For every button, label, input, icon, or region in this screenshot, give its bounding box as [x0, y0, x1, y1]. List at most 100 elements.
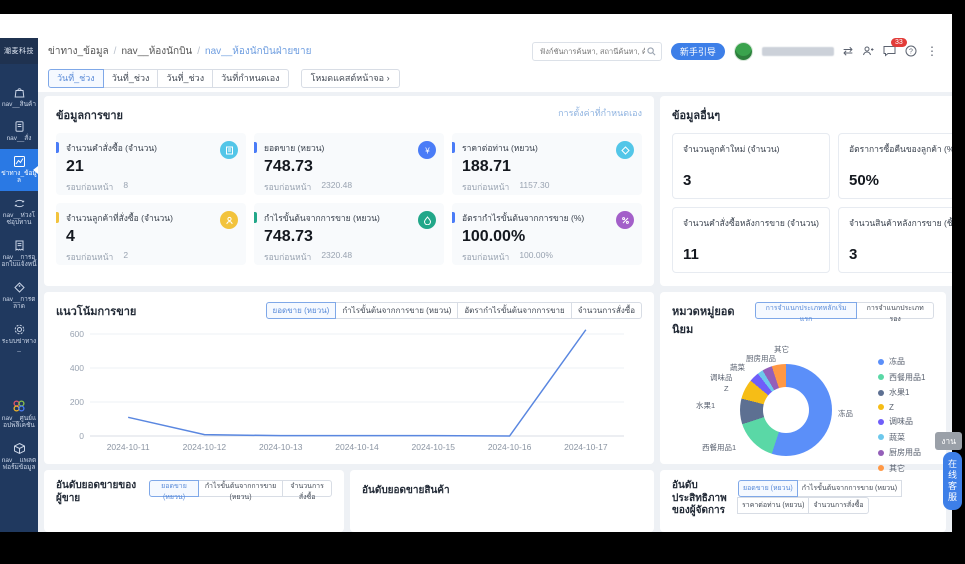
manager-rank-tab[interactable]: ราคาต่อท่าน (หยวน)	[737, 497, 809, 514]
manager-ranking-title: อันดับประสิทธิภาพของผู้จัดการ	[672, 480, 730, 518]
sidebar-item-label: nav__สั่ง	[7, 135, 32, 142]
more-options-icon[interactable]: ⋮	[926, 45, 938, 57]
trend-tab[interactable]: กำไรขั้นต้นจากการขาย (หยวน)	[335, 302, 458, 319]
date-tab-custom[interactable]: วันที่กำหนดเอง	[212, 69, 288, 88]
top-bar: 潮麦科技 ข่าทาง_ข้อมูล/ nav__ห้องนักบิน/ nav…	[0, 38, 952, 64]
app-center-icon	[12, 399, 26, 413]
svg-text:?: ?	[909, 48, 913, 55]
svg-text:400: 400	[70, 363, 84, 373]
price-tag-stat-icon	[616, 141, 634, 159]
sales-data-panel: ข้อมูลการขาย การตั้งค่าที่กำหนดเอง จำนวน…	[44, 96, 654, 286]
category-donut-chart: 冻品 西餐用品1 水果1 Z 调味品 蔬菜 厨房用品 其它 冻品 西餐用品1 水…	[672, 342, 934, 466]
customer-service-ribbon[interactable]: 在线客服	[943, 452, 962, 510]
message-count-badge: 33	[891, 38, 907, 47]
seller-ranking-title: อันดับยอดขายของผู้ขาย	[56, 480, 141, 505]
legend-item[interactable]: 西餐用品1	[878, 372, 925, 383]
stat-card-aftersale-items: จำนวนสินค้าหลังการขาย (ชิ้น) 3	[838, 207, 952, 273]
category-type-tabs: การจำแนกประเภทหลักเริ่มแรก การจำแนกประเภ…	[755, 302, 934, 319]
date-tab[interactable]: วันที่_ช่วง	[157, 69, 213, 88]
sidebar-item-label: nav__การตลาด	[1, 296, 37, 311]
sidebar-item-supply-chain[interactable]: nav__ห่วงโซ่อุปทาน	[0, 191, 38, 233]
legend-item[interactable]: Z	[878, 403, 925, 412]
help-icon[interactable]: ?	[905, 45, 917, 57]
sidebar-item-orders[interactable]: nav__สั่ง	[0, 114, 38, 148]
trend-tab[interactable]: ยอดขาย (หยวน)	[266, 302, 337, 319]
breadcrumb: ข่าทาง_ข้อมูล/ nav__ห้องนักบิน/ nav__ห้อ…	[48, 44, 312, 59]
svg-text:200: 200	[70, 397, 84, 407]
date-tab[interactable]: วันที่_ช่วง	[48, 69, 104, 88]
trend-panel-title: แนวโน้มการขาย	[56, 302, 136, 320]
username-redacted	[762, 47, 834, 56]
svg-text:¥: ¥	[424, 146, 430, 155]
trend-tab[interactable]: อัตรากำไรขั้นต้นจากการขาย	[457, 302, 571, 319]
manager-rank-tab[interactable]: จำนวนการสั่งซื้อ	[808, 497, 868, 514]
sidebar-item-label: ระบบข่าทาง_	[1, 338, 37, 353]
legend-item[interactable]: 其它	[878, 463, 925, 474]
svg-text:2024-10-11: 2024-10-11	[107, 442, 150, 452]
percent-stat-icon	[616, 211, 634, 229]
sidebar-item-invoicing[interactable]: nav__การออกใบแจ้งหนี้	[0, 233, 38, 275]
contacts-icon[interactable]	[862, 45, 874, 57]
sidebar-item-data-cockpit[interactable]: ข่าทาง_ข้อมูล	[0, 149, 38, 191]
seller-rank-tab[interactable]: จำนวนการสั่งซื้อ	[282, 480, 332, 497]
breadcrumb-item[interactable]: nav__ห้องนักบิน	[121, 44, 192, 59]
manager-ranking-panel: อันดับประสิทธิภาพของผู้จัดการ ยอดขาย (หย…	[660, 470, 946, 532]
screencast-mode-button[interactable]: โหมดแคสต์หน้าจอ ›	[301, 69, 400, 88]
topbar-actions: 新手引导 ⇄ 33 ? ⋮	[532, 42, 952, 61]
line-chart-icon	[13, 155, 26, 168]
svg-text:0: 0	[79, 431, 84, 441]
stat-card-customer-count: จำนวนลูกค้าที่สั่งซื้อ (จำนวน) 4 รอบก่อน…	[56, 203, 246, 265]
orders-stat-icon	[220, 141, 238, 159]
svg-text:2024-10-14: 2024-10-14	[335, 442, 379, 452]
category-tab[interactable]: การจำแนกประเภทรอง	[856, 302, 934, 319]
trend-tab[interactable]: จำนวนการสั่งซื้อ	[571, 302, 642, 319]
donut-legend: 冻品 西餐用品1 水果1 Z 调味品 蔬菜 厨房用品 其它	[878, 356, 925, 474]
profit-stat-icon	[418, 211, 436, 229]
legend-item[interactable]: 冻品	[878, 356, 925, 367]
svg-text:2024-10-16: 2024-10-16	[488, 442, 532, 452]
sidebar-item-label: nav__ห่วงโซ่อุปทาน	[1, 212, 37, 227]
svg-text:600: 600	[70, 329, 84, 339]
yen-stat-icon: ¥	[418, 141, 436, 159]
date-tab[interactable]: วันที่_ช่วง	[103, 69, 159, 88]
manager-rank-tab[interactable]: กำไรขั้นต้นจากการขาย (หยวน)	[797, 480, 902, 497]
search-input[interactable]	[538, 46, 647, 57]
sidebar-item-label: nav__แพลตฟอร์มข้อมูล	[1, 457, 37, 472]
other-panel-title: ข้อมูลอื่นๆ	[672, 106, 952, 124]
avatar[interactable]	[734, 42, 753, 61]
switch-account-icon[interactable]: ⇄	[843, 45, 853, 57]
messages-icon[interactable]: 33	[883, 45, 896, 57]
legend-item[interactable]: 厨房用品	[878, 447, 925, 458]
sidebar-item-products[interactable]: nav__สินค้า	[0, 80, 38, 114]
product-ranking-title: อันดับยอดขายสินค้า	[362, 485, 450, 496]
sidebar: nav__สินค้า nav__สั่ง ข่าทาง_ข้อมูล nav_…	[0, 64, 38, 532]
custom-settings-link[interactable]: การตั้งค่าที่กำหนดเอง	[558, 106, 642, 120]
category-tab[interactable]: การจำแนกประเภทหลักเริ่มแรก	[755, 302, 857, 319]
other-stat-cards: จำนวนลูกค้าใหม่ (จำนวน) 3 อัตราการซื้อคื…	[672, 133, 952, 273]
task-chip-button[interactable]: งาน	[935, 432, 962, 450]
donut-ring[interactable]	[740, 364, 832, 456]
sidebar-item-marketing[interactable]: nav__การตลาด	[0, 275, 38, 317]
seller-rank-tab[interactable]: ยอดขาย (หยวน)	[149, 480, 198, 497]
screen: 潮麦科技 ข่าทาง_ข้อมูล/ nav__ห้องนักบิน/ nav…	[0, 0, 965, 564]
seller-ranking-panel: อันดับยอดขายของผู้ขาย ยอดขาย (หยวน) กำไร…	[44, 470, 344, 532]
beginner-guide-button[interactable]: 新手引导	[671, 43, 725, 60]
svg-text:2024-10-15: 2024-10-15	[412, 442, 456, 452]
svg-text:2024-10-17: 2024-10-17	[564, 442, 608, 452]
sidebar-item-data-platform[interactable]: nav__แพลตฟอร์มข้อมูล	[0, 436, 38, 478]
manager-ranking-tabs: ยอดขาย (หยวน) กำไรขั้นต้นจากการขาย (หยวน…	[738, 480, 934, 514]
sidebar-item-system[interactable]: ระบบข่าทาง_	[0, 317, 38, 359]
sidebar-item-app-center[interactable]: nav__ศูนย์แอปพลิเคชัน	[0, 393, 38, 436]
seller-rank-tab[interactable]: กำไรขั้นต้นจากการขาย (หยวน)	[198, 480, 284, 497]
legend-item[interactable]: 水果1	[878, 387, 925, 398]
supply-chain-icon	[13, 197, 26, 210]
breadcrumb-item[interactable]: ข่าทาง_ข้อมูล	[48, 44, 109, 59]
manager-rank-tab[interactable]: ยอดขาย (หยวน)	[738, 480, 798, 497]
invoice-icon	[13, 239, 26, 252]
order-doc-icon	[13, 120, 26, 133]
sidebar-item-label: ข่าทาง_ข้อมูล	[1, 170, 37, 185]
legend-item[interactable]: 调味品	[878, 416, 925, 427]
breadcrumb-current: nav__ห้องนักบินฝ่ายขาย	[205, 44, 311, 59]
legend-item[interactable]: 蔬菜	[878, 432, 925, 443]
global-search[interactable]	[532, 42, 662, 61]
